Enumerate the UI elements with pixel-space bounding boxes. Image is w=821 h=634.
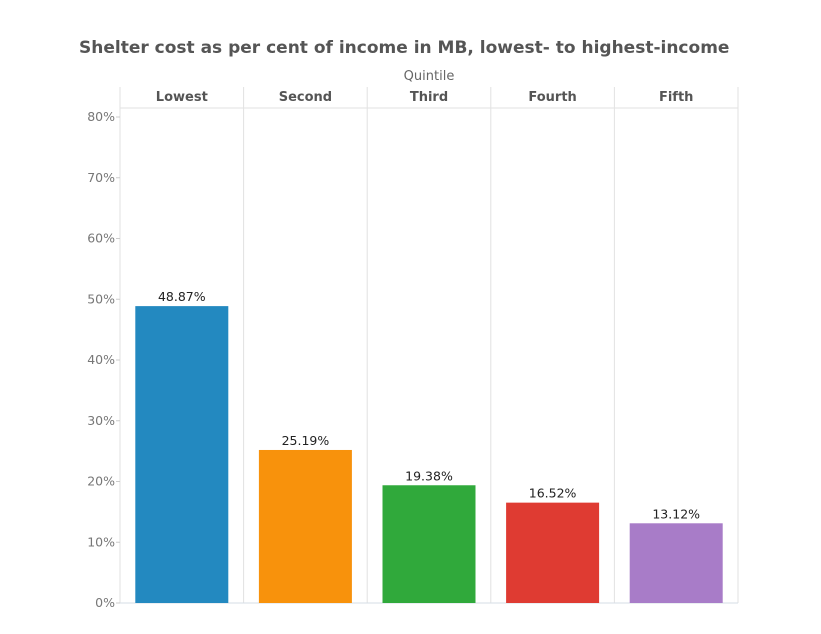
y-tick-label: 40%: [87, 352, 115, 367]
y-tick-label: 70%: [87, 170, 115, 185]
data-label: 13.12%: [652, 506, 700, 521]
bar-second[interactable]: [258, 449, 352, 603]
y-tick-label: 30%: [87, 413, 115, 428]
y-tick-label: 20%: [87, 474, 115, 489]
category-header: Lowest: [156, 90, 208, 105]
bar-fourth[interactable]: [506, 502, 600, 603]
data-label: 25.19%: [282, 433, 330, 448]
data-label: 48.87%: [158, 289, 206, 304]
y-tick-label: 0%: [95, 595, 115, 610]
category-header: Fourth: [528, 90, 576, 105]
y-tick-label: 60%: [87, 231, 115, 246]
category-header: Second: [279, 90, 332, 105]
column-header-title: Quintile: [404, 69, 455, 84]
data-label: 19.38%: [405, 468, 453, 483]
y-tick-label: 50%: [87, 291, 115, 306]
bar-third[interactable]: [382, 485, 476, 603]
chart-title: Shelter cost as per cent of income in MB…: [79, 38, 729, 58]
bar-fifth[interactable]: [629, 523, 723, 603]
category-header: Third: [410, 90, 448, 105]
data-label: 16.52%: [529, 486, 577, 501]
y-tick-label: 10%: [87, 534, 115, 549]
y-tick-label: 80%: [87, 109, 115, 124]
bar-lowest[interactable]: [135, 306, 229, 603]
category-header: Fifth: [659, 90, 693, 105]
